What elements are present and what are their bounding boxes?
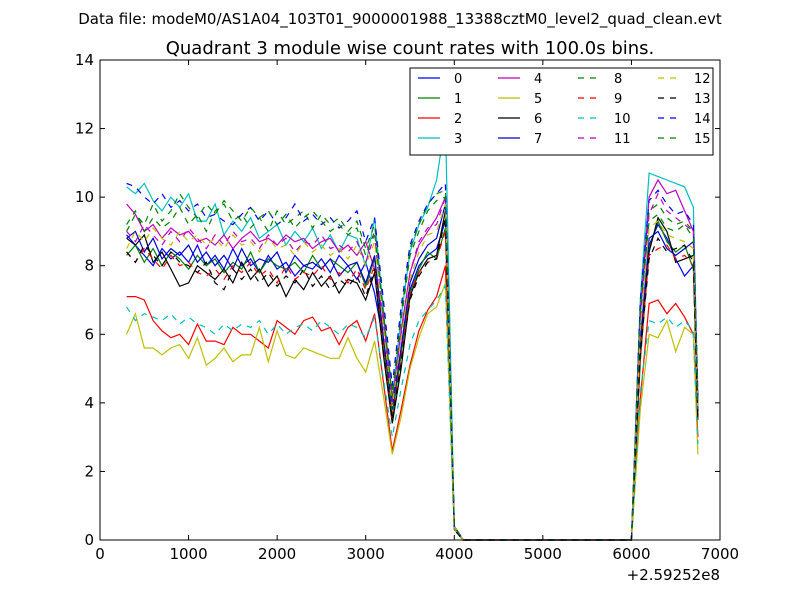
legend-label-7: 7 — [534, 132, 542, 147]
series-line-3 — [126, 121, 699, 541]
legend-label-10: 10 — [614, 112, 631, 127]
x-tick-label: 7000 — [701, 545, 739, 563]
series-line-2 — [126, 265, 699, 541]
legend-box — [409, 67, 714, 156]
series-line-5 — [126, 282, 699, 541]
y-tick-label: 12 — [75, 120, 94, 138]
legend-label-15: 15 — [694, 132, 711, 147]
legend-label-9: 9 — [614, 92, 622, 107]
x-offset-label: +2.59252e8 — [627, 566, 720, 584]
series-line-12 — [126, 203, 699, 541]
legend-label-14: 14 — [694, 112, 711, 127]
legend-label-2: 2 — [454, 112, 462, 127]
x-tick-label: 1000 — [169, 545, 207, 563]
x-tick-label: 2000 — [258, 545, 296, 563]
x-tick-label: 0 — [95, 545, 105, 563]
y-tick-label: 2 — [84, 462, 94, 480]
legend-label-12: 12 — [694, 72, 711, 87]
y-tick-label: 8 — [84, 257, 94, 275]
suptitle: Data file: modeM0/AS1A04_103T01_90000019… — [78, 10, 722, 29]
series-line-0 — [126, 220, 699, 541]
legend-label-3: 3 — [454, 132, 462, 147]
legend-label-11: 11 — [614, 132, 631, 147]
legend-label-13: 13 — [694, 92, 711, 107]
x-tick-label: 3000 — [347, 545, 385, 563]
legend-label-8: 8 — [614, 72, 622, 87]
x-tick-label: 6000 — [612, 545, 650, 563]
y-tick-label: 10 — [75, 188, 94, 206]
x-tick-label: 4000 — [435, 545, 473, 563]
chart-title: Quadrant 3 module wise count rates with … — [166, 38, 655, 59]
plot-frame — [99, 59, 721, 541]
series-line-10 — [126, 284, 699, 541]
legend-label-1: 1 — [454, 92, 462, 107]
y-tick-label: 0 — [84, 531, 94, 549]
series-line-1 — [126, 219, 699, 541]
series-layer — [126, 121, 699, 541]
x-tick-label: 5000 — [524, 545, 562, 563]
legend-label-4: 4 — [534, 72, 542, 87]
y-tick-label: 4 — [84, 394, 94, 412]
series-line-15 — [126, 192, 699, 541]
y-tick-label: 6 — [84, 325, 94, 343]
legend-label-6: 6 — [534, 112, 542, 127]
legend-label-5: 5 — [534, 92, 542, 107]
y-tick-label: 14 — [75, 51, 94, 69]
series-line-7 — [126, 203, 699, 541]
legend-label-0: 0 — [454, 72, 462, 87]
